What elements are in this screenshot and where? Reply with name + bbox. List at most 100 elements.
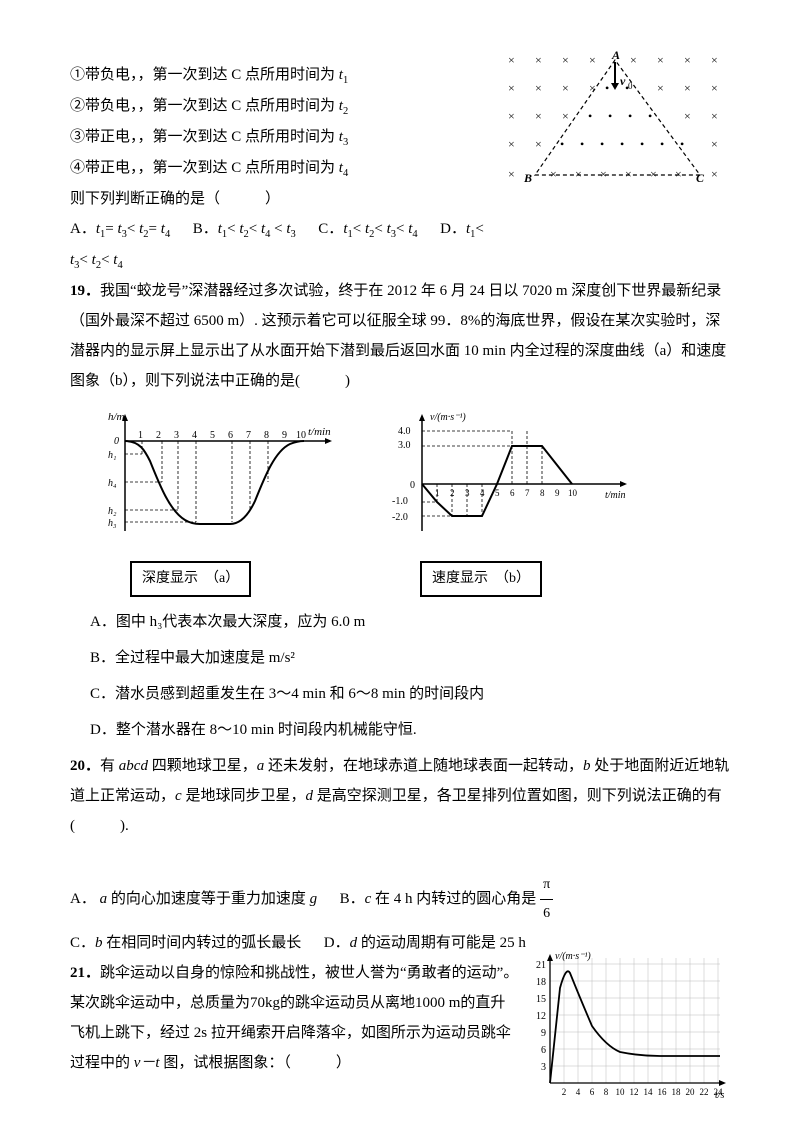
svg-text:24: 24 <box>714 1087 724 1097</box>
svg-text:×: × <box>600 167 607 181</box>
svg-text:×: × <box>535 53 542 67</box>
svg-text:t/min: t/min <box>308 426 331 438</box>
svg-text:18: 18 <box>536 977 546 988</box>
q18-block: ×××× ×××× A ×××× ××× ××× ×× ×× × × × B C <box>70 60 730 276</box>
svg-text:×: × <box>508 81 515 95</box>
q19-fig-b: v/(m·s⁻¹) t/min 4.0 3.0 0 -1.0 -2.0 1234… <box>380 406 640 597</box>
svg-text:v/(m·s⁻¹): v/(m·s⁻¹) <box>430 412 466 423</box>
svg-text:×: × <box>535 81 542 95</box>
svg-text:h₁: h₁ <box>108 450 116 461</box>
svg-text:×: × <box>657 81 664 95</box>
svg-text:×: × <box>711 53 718 67</box>
svg-text:×: × <box>675 167 682 181</box>
svg-text:•: • <box>580 137 584 151</box>
svg-text:t/min: t/min <box>605 490 626 501</box>
svg-text:×: × <box>535 109 542 123</box>
svg-text:×: × <box>630 53 637 67</box>
q19-figures: h/m t/min 1234 5678 910 0 h₁ h₄ h₂ h₃ <box>90 406 730 597</box>
q19-opt-b: B．全过程中最大加速度是 m/s² <box>90 643 730 673</box>
svg-text:21: 21 <box>536 960 546 971</box>
svg-text:•: • <box>605 81 609 95</box>
svg-text:10: 10 <box>568 488 578 498</box>
svg-text:1: 1 <box>138 430 143 441</box>
svg-text:×: × <box>684 53 691 67</box>
q18-figure: × × × × × × × × A × × × × × × × × × × × × × × × × × B C <box>500 50 730 200</box>
svg-text:h/m: h/m <box>108 411 125 423</box>
svg-text:6: 6 <box>510 488 515 498</box>
svg-text:0: 0 <box>628 81 633 91</box>
svg-text:10: 10 <box>616 1087 626 1097</box>
svg-text:8: 8 <box>264 430 269 441</box>
svg-text:9: 9 <box>282 430 287 441</box>
svg-text:15: 15 <box>536 994 546 1005</box>
svg-text:×: × <box>562 109 569 123</box>
svg-text:•: • <box>660 137 664 151</box>
svg-text:×: × <box>711 109 718 123</box>
svg-text:6: 6 <box>228 430 233 441</box>
svg-text:×: × <box>508 109 515 123</box>
svg-text:0: 0 <box>410 480 415 491</box>
svg-text:14: 14 <box>644 1087 654 1097</box>
q19-opt-a: A．图中 h₃代表本次最大深度，应为 6.0 m <box>90 607 730 637</box>
svg-text:0: 0 <box>114 436 119 447</box>
svg-text:•: • <box>560 137 564 151</box>
svg-text:4: 4 <box>480 488 485 498</box>
svg-text:×: × <box>625 167 632 181</box>
svg-text:8: 8 <box>604 1087 609 1097</box>
svg-text:h₂: h₂ <box>108 506 117 517</box>
svg-text:6: 6 <box>590 1087 595 1097</box>
q19-caption-a: 深度显示 （a） <box>130 561 251 597</box>
svg-text:v/(m·s⁻¹): v/(m·s⁻¹) <box>555 951 591 962</box>
svg-text:×: × <box>508 167 515 181</box>
svg-text:3: 3 <box>174 430 179 441</box>
svg-text:h₃: h₃ <box>108 518 117 529</box>
q19-options: A．图中 h₃代表本次最大深度，应为 6.0 m B．全过程中最大加速度是 m/… <box>70 607 730 745</box>
svg-text:×: × <box>711 137 718 151</box>
svg-text:×: × <box>550 167 557 181</box>
svg-text:h₄: h₄ <box>108 478 117 489</box>
svg-text:B: B <box>523 171 532 185</box>
svg-text:2: 2 <box>156 430 161 441</box>
svg-text:3: 3 <box>465 488 470 498</box>
svg-text:5: 5 <box>210 430 215 441</box>
svg-text:×: × <box>508 137 515 151</box>
q19-opt-d: D．整个潜水器在 8～10 min 时间段内机械能守恒. <box>90 715 730 745</box>
svg-text:4: 4 <box>576 1087 581 1097</box>
svg-text:8: 8 <box>540 488 545 498</box>
q19-text: 19．我国“蛟龙号”深潜器经过多次试验，终于在 2012 年 6 月 24 日以… <box>70 276 730 396</box>
svg-text:×: × <box>684 109 691 123</box>
svg-text:7: 7 <box>246 430 251 441</box>
svg-text:•: • <box>588 109 592 123</box>
svg-text:v: v <box>620 74 626 88</box>
svg-text:9: 9 <box>541 1028 546 1039</box>
svg-text:×: × <box>657 53 664 67</box>
q19-opt-c: C．潜水员感到超重发生在 3～4 min 和 6～8 min 的时间段内 <box>90 679 730 709</box>
svg-text:10: 10 <box>296 430 306 441</box>
svg-text:18: 18 <box>672 1087 682 1097</box>
svg-text:C: C <box>696 171 705 185</box>
svg-text:A: A <box>611 50 620 62</box>
svg-text:•: • <box>648 109 652 123</box>
svg-text:×: × <box>562 53 569 67</box>
svg-text:×: × <box>508 53 515 67</box>
svg-text:3: 3 <box>541 1062 546 1073</box>
q19-fig-a: h/m t/min 1 2 3 4 5 6 7 8 9 10 0 h₁ h₄ h₂ h₃ <box>90 406 350 597</box>
q18-option-d-cont: t3< t2< t4 <box>70 245 730 276</box>
svg-text:12: 12 <box>536 1011 546 1022</box>
svg-text:×: × <box>711 81 718 95</box>
svg-text:•: • <box>628 109 632 123</box>
svg-text:3.0: 3.0 <box>398 440 411 451</box>
svg-text:2: 2 <box>562 1087 567 1097</box>
q20-options-ab: A． a 的向心加速度等于重力加速度 g B．c 在 4 h 内转过的圆心角是 … <box>70 871 730 928</box>
svg-text:5: 5 <box>495 488 500 498</box>
svg-text:7: 7 <box>525 488 530 498</box>
q21-figure: v/(m·s⁻¹) t/s 211815 12963 2468 10121416… <box>520 948 730 1114</box>
svg-text:×: × <box>575 167 582 181</box>
svg-text:•: • <box>608 109 612 123</box>
svg-text:22: 22 <box>700 1087 709 1097</box>
svg-text:•: • <box>640 137 644 151</box>
svg-text:×: × <box>535 137 542 151</box>
svg-text:4: 4 <box>192 430 197 441</box>
svg-text:20: 20 <box>686 1087 696 1097</box>
svg-text:12: 12 <box>630 1087 639 1097</box>
